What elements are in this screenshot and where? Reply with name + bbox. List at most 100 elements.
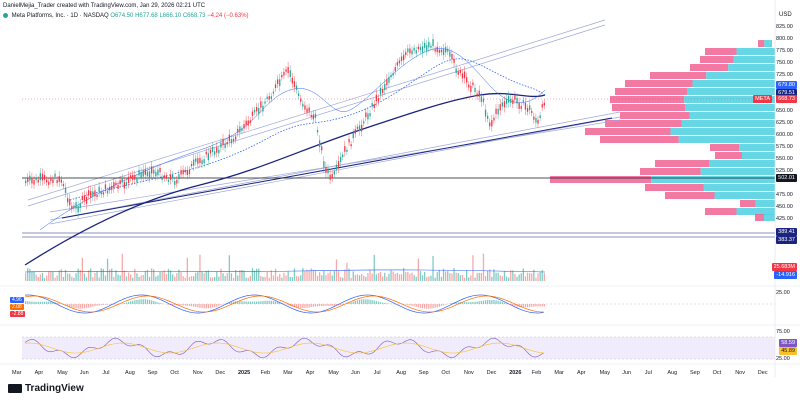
macd-bar bbox=[243, 301, 245, 304]
volume-bar bbox=[237, 275, 239, 281]
volume-bar bbox=[94, 272, 96, 281]
symbol-legend[interactable]: Meta Platforms, Inc. · 1D · NASDAQ O674.… bbox=[3, 12, 249, 20]
rsi-axis-75: 75.00 bbox=[776, 329, 790, 335]
volume-bar bbox=[35, 274, 37, 281]
macd-bar bbox=[35, 301, 37, 304]
candle-body bbox=[226, 141, 228, 145]
macd-bar bbox=[104, 304, 107, 305]
macd-bar bbox=[363, 299, 365, 304]
candle-body bbox=[109, 186, 111, 191]
macd-bar bbox=[211, 304, 214, 308]
currency-label[interactable]: USD bbox=[779, 12, 792, 18]
macd-bar bbox=[197, 304, 199, 308]
volume-profile-bar bbox=[665, 192, 715, 199]
volume-bar bbox=[333, 271, 335, 281]
candle-body bbox=[533, 116, 535, 120]
macd-bar bbox=[497, 300, 499, 304]
volume-bar bbox=[41, 272, 44, 281]
volume-profile-bar bbox=[651, 176, 775, 183]
macd-bar bbox=[361, 299, 363, 304]
volume-profile-bar bbox=[755, 200, 775, 207]
candle-body bbox=[111, 185, 113, 190]
time-axis-tick: Mar bbox=[283, 370, 293, 376]
volume-bar bbox=[373, 254, 375, 281]
candle-body bbox=[541, 104, 543, 108]
volume-bar bbox=[472, 255, 474, 281]
macd-bar bbox=[386, 303, 388, 304]
macd-bar bbox=[350, 302, 352, 304]
candle-body bbox=[136, 178, 138, 183]
volume-bar bbox=[58, 270, 60, 281]
volume-bar bbox=[155, 276, 157, 281]
volume-bar bbox=[510, 270, 512, 281]
candle-body bbox=[491, 120, 493, 127]
candle-body bbox=[405, 52, 407, 55]
volume-bar bbox=[249, 275, 251, 281]
volume-profile-bar bbox=[700, 56, 734, 63]
volume-bar bbox=[197, 272, 199, 281]
macd-bar bbox=[535, 304, 537, 307]
candle-body bbox=[104, 184, 107, 190]
macd-bar bbox=[512, 304, 514, 306]
macd-bar bbox=[323, 304, 325, 306]
candle-body bbox=[400, 56, 403, 61]
macd-bar bbox=[520, 304, 522, 308]
macd-bar bbox=[287, 304, 289, 306]
macd-bar bbox=[382, 302, 384, 304]
candle-body bbox=[384, 83, 386, 90]
volume-bar bbox=[52, 271, 54, 281]
macd-bar bbox=[94, 304, 96, 307]
candle-body bbox=[205, 151, 207, 155]
symbol-name: Meta Platforms, Inc. · 1D · NASDAQ bbox=[11, 13, 109, 19]
candle-body bbox=[172, 174, 174, 179]
time-axis-tick: Jun bbox=[622, 370, 632, 376]
price-axis-tick: 625.00 bbox=[776, 120, 793, 126]
candle-body bbox=[130, 175, 132, 179]
macd-bar bbox=[41, 301, 44, 304]
macd-bar bbox=[33, 301, 35, 304]
volume-bar bbox=[468, 277, 470, 281]
time-axis-tick: Aug bbox=[125, 370, 135, 376]
macd-value-2: 2.08 bbox=[10, 304, 24, 310]
volume-bar bbox=[85, 277, 88, 281]
macd-bar bbox=[88, 304, 90, 308]
candle-body bbox=[302, 103, 304, 107]
macd-bar bbox=[155, 301, 157, 304]
volume-bar bbox=[37, 276, 39, 281]
rsi-value: 58.59 bbox=[779, 339, 797, 347]
candle-body bbox=[524, 102, 527, 110]
tradingview-logo[interactable]: TradingView bbox=[8, 383, 84, 394]
macd-bar bbox=[409, 304, 411, 306]
volume-bar bbox=[205, 270, 207, 281]
candle-body bbox=[41, 173, 44, 181]
candle-body bbox=[151, 166, 153, 174]
volume-profile-bar bbox=[755, 214, 764, 221]
macd-bar bbox=[367, 299, 369, 304]
candle-body bbox=[37, 179, 39, 183]
volume-bar bbox=[31, 271, 33, 281]
candle-body bbox=[518, 102, 520, 109]
macd-bar bbox=[279, 302, 281, 304]
volume-profile-bar bbox=[690, 64, 729, 71]
volume-bar bbox=[239, 270, 241, 281]
candle-body bbox=[348, 138, 350, 143]
volume-bar bbox=[247, 277, 249, 281]
candle-body bbox=[115, 182, 117, 185]
volume-bar bbox=[167, 268, 170, 281]
candle-body bbox=[64, 187, 67, 193]
candle-body bbox=[281, 74, 283, 78]
candle-body bbox=[279, 79, 281, 86]
volume-profile bbox=[550, 40, 775, 221]
macd-bar bbox=[531, 304, 533, 307]
volume-bar bbox=[434, 277, 436, 281]
volume-bar bbox=[478, 273, 480, 281]
candle-body bbox=[325, 166, 327, 173]
volume-bar bbox=[100, 268, 102, 281]
candlesticks bbox=[25, 33, 545, 218]
volume-profile-bar bbox=[728, 64, 775, 71]
macd-bar bbox=[256, 301, 258, 304]
time-axis-tick: Feb bbox=[260, 370, 271, 376]
candle-body bbox=[501, 102, 503, 107]
volume-bar bbox=[136, 273, 138, 281]
